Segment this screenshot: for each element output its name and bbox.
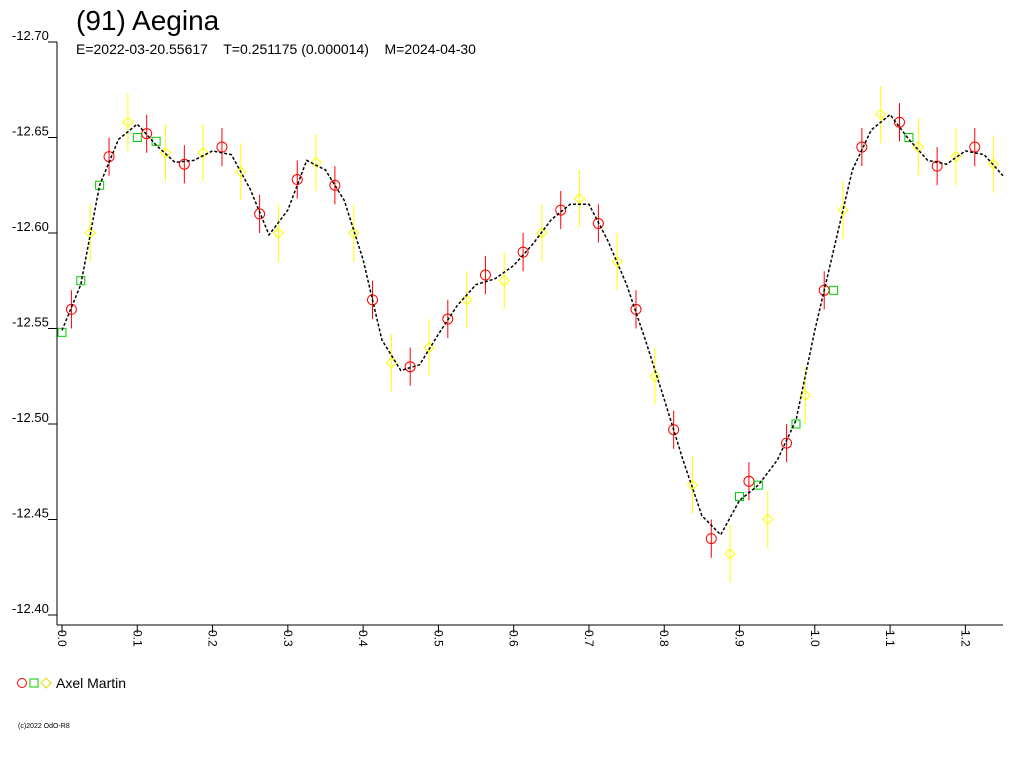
data-point xyxy=(668,424,680,436)
data-point xyxy=(442,313,454,325)
y-tick-label: -12.65 xyxy=(12,124,49,139)
x-tick-label: 0.2 xyxy=(206,630,220,647)
data-point xyxy=(829,285,839,295)
y-tick-label: -12.60 xyxy=(12,219,49,234)
data-point xyxy=(57,327,67,337)
data-point xyxy=(592,217,604,229)
data-point xyxy=(122,116,134,128)
data-point xyxy=(479,269,491,281)
x-tick-label: 0.9 xyxy=(733,630,747,647)
data-point xyxy=(724,548,736,560)
data-point xyxy=(791,419,801,429)
data-point xyxy=(367,294,379,306)
x-tick-label: 1.2 xyxy=(958,630,972,647)
data-point xyxy=(95,180,105,190)
x-tick-label: 1.0 xyxy=(808,630,822,647)
data-point xyxy=(904,133,914,142)
data-point xyxy=(348,227,360,239)
data-point xyxy=(65,303,77,315)
y-tick-label: -12.55 xyxy=(12,315,49,330)
x-tick-label: 0.3 xyxy=(281,630,295,647)
data-point xyxy=(649,370,661,382)
data-point xyxy=(893,116,905,128)
data-point xyxy=(272,227,285,239)
chart-subtitle: E=2022-03-20.55617 T=0.251175 (0.000014)… xyxy=(76,41,476,57)
data-point xyxy=(254,208,266,220)
fit-line xyxy=(61,113,1004,537)
data-point xyxy=(178,158,190,170)
y-tick-label: -12.40 xyxy=(12,601,49,616)
x-tick-label: 0.1 xyxy=(130,630,144,647)
x-tick-label: 0.6 xyxy=(507,630,521,647)
x-tick-label: 0.0 xyxy=(55,630,69,647)
data-point xyxy=(969,141,981,153)
data-point xyxy=(555,204,567,216)
data-point xyxy=(931,160,943,172)
data-point xyxy=(517,246,529,258)
data-point xyxy=(837,204,849,216)
data-point xyxy=(329,179,341,191)
x-tick-label: 0.4 xyxy=(356,630,370,647)
chart-title: (91) Aegina xyxy=(76,5,220,36)
x-tick-label: 0.7 xyxy=(582,630,596,647)
data-point xyxy=(132,133,142,142)
data-point xyxy=(291,174,303,186)
data-point xyxy=(611,255,623,268)
data-point xyxy=(987,158,1000,170)
x-tick-label: 1.1 xyxy=(883,630,897,647)
data-point xyxy=(874,108,887,121)
data-point xyxy=(735,492,745,502)
copyright: (c)2022 OdO-R8 xyxy=(18,723,70,730)
y-tick-label: -12.70 xyxy=(12,28,49,43)
legend-square xyxy=(29,678,39,688)
y-tick-label: -12.45 xyxy=(12,506,49,521)
data-point xyxy=(423,341,435,354)
x-tick-label: 0.5 xyxy=(431,630,445,647)
data-point xyxy=(235,166,247,178)
x-tick-label: 0.8 xyxy=(657,630,671,647)
data-point xyxy=(762,513,774,526)
data-point xyxy=(912,141,925,153)
legend-circle xyxy=(17,678,27,688)
legend-label: Axel Martin xyxy=(56,675,126,691)
data-point xyxy=(753,480,763,490)
data-point xyxy=(498,275,510,287)
data-point xyxy=(536,227,548,239)
data-point xyxy=(310,156,322,169)
data-point xyxy=(856,141,868,153)
legend-diamond xyxy=(40,677,52,689)
data-point xyxy=(705,533,717,545)
data-point xyxy=(781,437,793,449)
data-point xyxy=(197,147,209,159)
data-point xyxy=(76,276,86,286)
y-tick-label: -12.50 xyxy=(12,410,49,425)
